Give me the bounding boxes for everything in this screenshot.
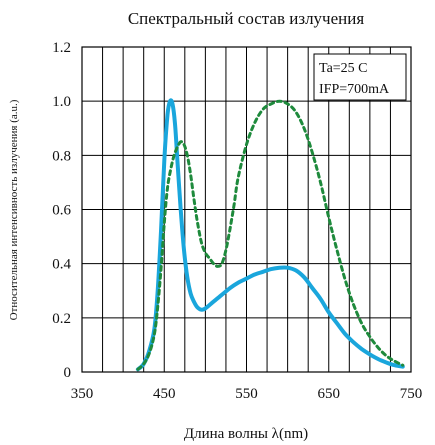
y-tick-label: 0.6 <box>52 203 71 219</box>
y-tick-label: 1.0 <box>52 94 71 110</box>
tick-labels: 350 450 550 650 750 0 0.2 0.4 0.6 0.8 1.0 1.2 <box>52 40 422 402</box>
y-tick-label: 0.2 <box>52 311 71 327</box>
x-tick-label: 750 <box>400 386 423 402</box>
y-axis-label: Относительная интенсивность излучения (a… <box>8 99 20 320</box>
y-tick-label: 1.2 <box>52 40 71 56</box>
legend-line-2: IFP=700mA <box>319 82 390 97</box>
x-tick-label: 350 <box>71 386 94 402</box>
x-tick-label: 550 <box>235 386 258 402</box>
grid <box>82 47 411 372</box>
x-tick-label: 450 <box>153 386 176 402</box>
y-tick-label: 0 <box>64 365 72 381</box>
x-axis-label: Длина волны λ(nm) <box>184 426 308 442</box>
legend-frame <box>313 53 407 101</box>
plot-frame <box>81 46 412 373</box>
series-layer <box>135 98 405 372</box>
legend-line-1: Ta=25 C <box>319 61 368 76</box>
chart-title: Спектральный состав излучения <box>128 9 365 28</box>
legend-box: Ta=25 C IFP=700mA <box>313 53 407 101</box>
y-tick-label: 0.8 <box>52 148 71 164</box>
y-tick-label: 0.4 <box>52 257 71 273</box>
series-line-dashed <box>136 99 405 371</box>
series-line-solid <box>135 98 405 372</box>
x-tick-label: 650 <box>318 386 341 402</box>
